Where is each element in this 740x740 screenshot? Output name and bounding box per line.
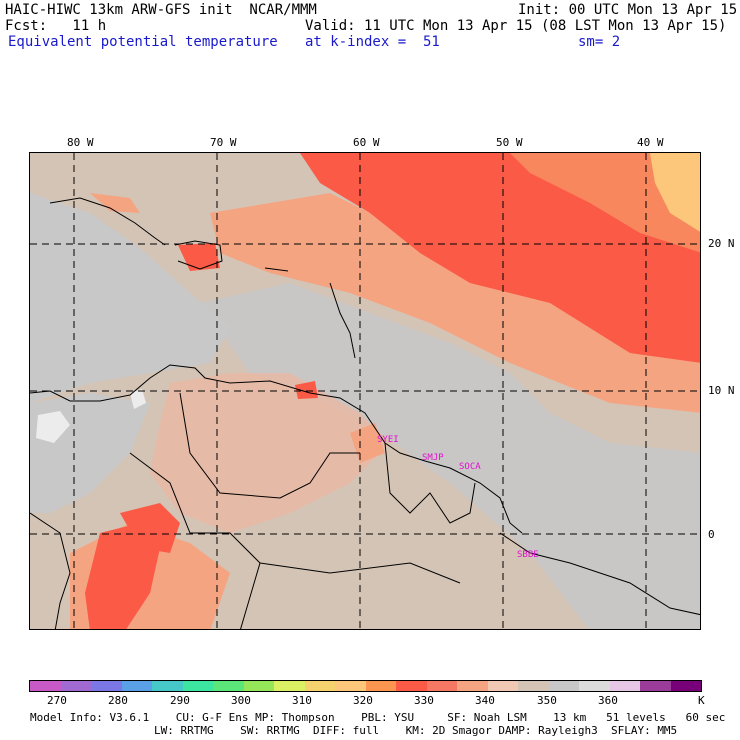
cbar-unit: K bbox=[698, 694, 705, 707]
hot-patch-andes bbox=[85, 523, 160, 629]
colorbar-swatch bbox=[579, 681, 610, 691]
hot-patch-venezuela bbox=[295, 381, 318, 399]
warm-region-north bbox=[210, 193, 700, 413]
cbar-tick-330: 330 bbox=[414, 694, 434, 707]
cbar-tick-360: 360 bbox=[598, 694, 618, 707]
lon-label-80w: 80 W bbox=[67, 136, 94, 149]
colorbar-swatch bbox=[548, 681, 579, 691]
title-line-1: HAIC-HIWC 13km ARW-GFS init NCAR/MMM bbox=[5, 2, 317, 18]
cbar-tick-280: 280 bbox=[108, 694, 128, 707]
warm-region-land bbox=[150, 373, 390, 533]
station-smjp: SMJP bbox=[422, 453, 444, 463]
theta-e-map: SYEI SMJP SOCA SBBE bbox=[30, 153, 700, 629]
lon-label-70w: 70 W bbox=[210, 136, 237, 149]
colorbar-swatch bbox=[213, 681, 244, 691]
orange-region-ne bbox=[510, 153, 700, 253]
colorbar-swatch bbox=[609, 681, 640, 691]
border-colombia bbox=[129, 452, 261, 629]
colorbar-swatch bbox=[518, 681, 549, 691]
model-info-line-2: LW: RRTMG SW: RRTMG DIFF: full KM: 2D Sm… bbox=[154, 724, 678, 737]
gray-region-west bbox=[30, 193, 230, 403]
colorbar-swatch bbox=[243, 681, 274, 691]
white-patch-2 bbox=[130, 389, 146, 409]
lat-label-0: 0 bbox=[708, 528, 715, 541]
colorbar-swatch bbox=[396, 681, 427, 691]
forecast-hour: Fcst: 11 h bbox=[5, 18, 107, 34]
hot-patch-hispaniola bbox=[178, 243, 220, 271]
station-syei: SYEI bbox=[377, 435, 399, 445]
colorbar-swatch bbox=[274, 681, 305, 691]
graticule bbox=[30, 153, 700, 629]
colorbar-swatch bbox=[152, 681, 183, 691]
yellow-region-ne bbox=[650, 153, 700, 232]
cbar-tick-290: 290 bbox=[170, 694, 190, 707]
coast-pacific bbox=[30, 512, 71, 629]
coastlines bbox=[30, 197, 700, 629]
cbar-tick-300: 300 bbox=[231, 694, 251, 707]
border-guianas bbox=[384, 442, 476, 524]
map-panel: SYEI SMJP SOCA SBBE bbox=[29, 152, 701, 630]
init-time: Init: 00 UTC Mon 13 Apr 15 bbox=[518, 2, 738, 18]
smoothing: sm= 2 bbox=[578, 34, 621, 50]
colorbar-swatch bbox=[91, 681, 122, 691]
cbar-tick-310: 310 bbox=[292, 694, 312, 707]
cbar-tick-270: 270 bbox=[47, 694, 67, 707]
lon-label-60w: 60 W bbox=[353, 136, 380, 149]
station-soca: SOCA bbox=[459, 462, 481, 472]
coast-cuba bbox=[49, 197, 166, 246]
lat-label-20n: 20 N bbox=[708, 237, 735, 250]
colorbar-swatch bbox=[304, 681, 335, 691]
coast-south-america-north bbox=[30, 364, 523, 534]
colorbar-swatch bbox=[457, 681, 488, 691]
cbar-tick-340: 340 bbox=[475, 694, 495, 707]
cbar-tick-320: 320 bbox=[353, 694, 373, 707]
lon-label-40w: 40 W bbox=[637, 136, 664, 149]
colorbar-swatch bbox=[121, 681, 152, 691]
coast-hispaniola bbox=[174, 240, 223, 270]
field-name: Equivalent potential temperature bbox=[8, 34, 278, 50]
colorbar bbox=[29, 680, 702, 692]
colorbar-swatch bbox=[640, 681, 671, 691]
colorbar-swatch bbox=[670, 681, 701, 691]
coast-antilles bbox=[264, 267, 356, 359]
cbar-tick-350: 350 bbox=[537, 694, 557, 707]
model-info-line-1: Model Info: V3.6.1 CU: G-F Ens MP: Thomp… bbox=[30, 711, 726, 724]
lon-label-50w: 50 W bbox=[496, 136, 523, 149]
gray-region-sw bbox=[30, 393, 150, 513]
hot-patch-colombia bbox=[120, 503, 180, 553]
valid-time: Valid: 11 UTC Mon 13 Apr 15 (08 LST Mon … bbox=[305, 18, 727, 34]
gray-region-central bbox=[200, 283, 700, 629]
white-patch bbox=[36, 411, 70, 443]
colorbar-swatch bbox=[182, 681, 213, 691]
station-sbbe: SBBE bbox=[517, 550, 539, 560]
colorbar-swatch bbox=[30, 681, 61, 691]
colorbar-swatch bbox=[365, 681, 396, 691]
hot-patch-cuba bbox=[90, 193, 140, 213]
coast-brazil bbox=[499, 532, 700, 616]
border-brazil bbox=[259, 562, 461, 584]
lat-label-10n: 10 N bbox=[708, 384, 735, 397]
colorbar-swatch bbox=[60, 681, 91, 691]
k-index: at k-index = 51 bbox=[305, 34, 440, 50]
colorbar-swatch bbox=[487, 681, 518, 691]
colorbar-swatch bbox=[335, 681, 366, 691]
colorbar-swatch bbox=[426, 681, 457, 691]
border-venezuela bbox=[179, 392, 360, 499]
